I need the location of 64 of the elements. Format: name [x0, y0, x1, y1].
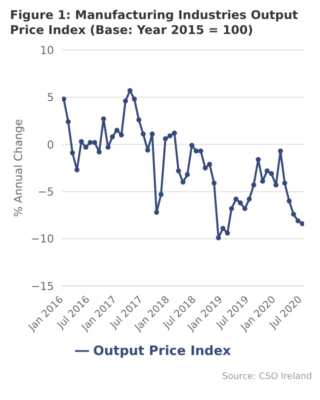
point: [264, 168, 270, 174]
point: [246, 196, 252, 202]
point: [132, 96, 137, 102]
y-tick-label: −10: [30, 232, 54, 246]
point: [198, 148, 204, 154]
point: [180, 180, 186, 185]
point: [78, 139, 84, 144]
point: [194, 148, 199, 154]
point: [260, 178, 266, 184]
point: [268, 171, 274, 176]
point: [278, 148, 283, 154]
y-axis-title: % Annual Change: [12, 118, 25, 217]
point: [212, 180, 217, 186]
point: [202, 166, 208, 170]
point: [118, 132, 124, 138]
point: [238, 200, 243, 206]
point: [62, 96, 66, 102]
point: [110, 134, 115, 140]
point: [207, 162, 212, 167]
y-tick-label: −15: [30, 280, 54, 293]
point: [273, 182, 278, 188]
point: [286, 198, 292, 204]
point: [114, 128, 120, 133]
point: [300, 221, 304, 226]
point: [251, 182, 256, 188]
point: [167, 133, 172, 138]
point: [296, 218, 301, 224]
point: [229, 206, 234, 212]
legend-label: Output Price Index: [93, 344, 231, 359]
chart-title: Figure 1: Manufacturing Industries Output Price Index (Base: Year 2015 = 100): [10, 8, 300, 38]
point: [154, 210, 160, 215]
point: [83, 144, 88, 150]
point: [96, 149, 102, 154]
point: [242, 206, 248, 212]
point: [234, 196, 239, 202]
point: [172, 130, 177, 136]
y-tick-label: 10: [40, 44, 54, 57]
point: [162, 136, 168, 142]
point: [70, 150, 75, 156]
point: [74, 167, 80, 172]
point: [101, 116, 106, 122]
point: [184, 172, 190, 178]
y-tick-label: −5: [38, 186, 54, 199]
source-note: Source: CSO Ireland: [221, 372, 312, 382]
point: [158, 192, 164, 197]
point: [145, 148, 150, 153]
y-tick-label: 5: [47, 91, 54, 104]
point: [92, 140, 98, 146]
point: [176, 168, 181, 174]
point: [140, 132, 146, 137]
point: [224, 230, 230, 236]
y-tick-label: 0: [47, 138, 54, 152]
point: [66, 119, 71, 124]
point: [122, 98, 128, 104]
point: [106, 144, 111, 150]
point: [150, 132, 155, 137]
point: [127, 88, 132, 94]
point: [216, 235, 221, 240]
point: [291, 212, 296, 217]
point: [136, 117, 142, 122]
point: [88, 140, 93, 146]
point: [220, 226, 226, 231]
point: [282, 180, 288, 186]
point: [189, 142, 194, 148]
